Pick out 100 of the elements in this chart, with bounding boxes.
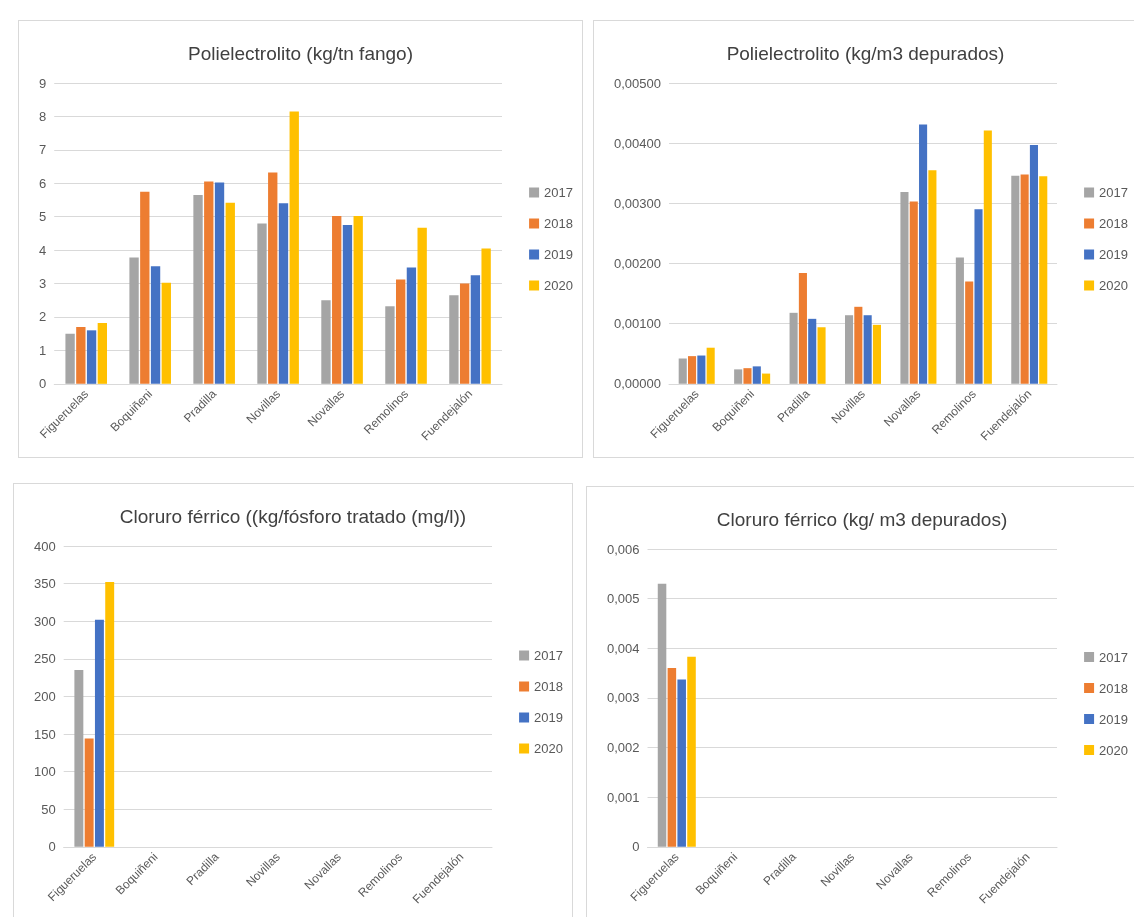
bar [76, 326, 86, 384]
bar [919, 124, 928, 384]
y-tick-label: 0,00500 [613, 75, 661, 91]
bar [161, 282, 171, 384]
bar [872, 324, 882, 384]
bar [983, 130, 992, 384]
bar [808, 318, 817, 384]
chart-title: Cloruro férrico ((kg/fósforo tratado (mg/l)) [119, 506, 467, 527]
y-tick-label: 400 [33, 538, 56, 554]
bar [193, 194, 203, 384]
y-tick-label: 2 [39, 309, 47, 325]
y-tick-label: 0 [39, 376, 47, 392]
y-tick-label: 0,00000 [613, 376, 661, 392]
y-tick-label: 1 [39, 342, 47, 358]
bar [789, 312, 798, 384]
bar [225, 202, 235, 384]
y-tick-label: 6 [39, 175, 47, 191]
bar [449, 295, 459, 384]
legend-label: 2017 [534, 648, 563, 663]
bar [863, 315, 872, 384]
legend-label: 2019 [1099, 247, 1128, 262]
bar [470, 275, 481, 384]
bar [1039, 176, 1048, 384]
bar [752, 366, 761, 384]
bar [798, 273, 807, 384]
bar [268, 172, 278, 384]
bar [289, 111, 299, 384]
bar [688, 356, 697, 384]
y-tick-label: 0,003 [606, 690, 640, 706]
bar [417, 227, 427, 384]
y-tick-label: 0 [48, 839, 56, 855]
y-tick-label: 0,00100 [613, 316, 661, 332]
y-tick-label: 200 [33, 688, 56, 704]
chart-title: Polielectrolito (kg/tn fango) [188, 43, 413, 64]
legend-label: 2018 [534, 679, 563, 694]
bar [762, 373, 771, 384]
y-tick-label: 0,004 [606, 640, 640, 656]
bar [928, 170, 937, 384]
bar [150, 266, 161, 384]
legend-label: 2018 [1099, 216, 1128, 231]
y-tick-label: 0,00200 [613, 255, 661, 271]
legend-label: 2020 [534, 741, 563, 756]
bar [342, 225, 353, 384]
bar [1020, 174, 1029, 384]
bar [214, 182, 225, 384]
bar [396, 279, 406, 384]
bar [385, 306, 395, 384]
bar [481, 248, 491, 384]
legend-label: 2017 [1099, 185, 1128, 200]
legend-label: 2017 [544, 185, 573, 200]
legend-label: 2019 [544, 247, 573, 262]
legend-label: 2018 [544, 216, 573, 231]
y-tick-label: 0,006 [606, 541, 640, 557]
bar [900, 191, 909, 384]
y-tick-label: 0,001 [606, 789, 640, 805]
y-tick-label: 5 [39, 209, 47, 225]
bar [854, 306, 863, 384]
y-tick-label: 350 [33, 576, 56, 592]
y-tick-label: 300 [33, 613, 56, 629]
bar [278, 203, 289, 384]
y-tick-label: 250 [33, 651, 56, 667]
bar [332, 216, 342, 384]
bar [97, 322, 107, 384]
chart-title: Polielectrolito (kg/m3 depurados) [726, 43, 1005, 64]
y-tick-label: 150 [33, 726, 56, 742]
bar [955, 257, 964, 384]
bar [909, 201, 918, 384]
y-tick-label: 9 [39, 75, 47, 91]
bar [406, 267, 417, 384]
bar [678, 358, 687, 384]
bar [974, 209, 983, 384]
y-tick-label: 0,00300 [613, 195, 661, 211]
chart-title: Cloruro férrico (kg/ m3 depurados) [716, 509, 1008, 530]
y-tick-label: 0 [632, 839, 640, 855]
bar [743, 368, 752, 384]
bar [965, 281, 974, 384]
legend-label: 2017 [1099, 649, 1128, 665]
bar [697, 355, 706, 384]
legend-label: 2019 [534, 710, 563, 725]
bar [140, 191, 150, 384]
y-tick-label: 7 [39, 142, 47, 158]
y-tick-label: 8 [39, 108, 47, 124]
bar [86, 330, 97, 384]
y-tick-label: 50 [41, 801, 56, 817]
bar [257, 223, 267, 384]
legend-label: 2018 [1099, 680, 1128, 696]
bar [706, 347, 715, 384]
y-tick-label: 100 [33, 764, 56, 780]
bar [1011, 175, 1020, 384]
bar [1029, 144, 1038, 384]
bar [129, 257, 139, 384]
bar [65, 333, 75, 384]
bar [734, 369, 743, 384]
y-tick-label: 4 [39, 242, 47, 258]
bar [321, 300, 331, 384]
bar [817, 327, 826, 384]
legend-label: 2020 [1099, 742, 1128, 758]
y-tick-label: 0,00400 [613, 135, 661, 151]
bar [844, 315, 854, 384]
legend-label: 2019 [1099, 711, 1128, 727]
